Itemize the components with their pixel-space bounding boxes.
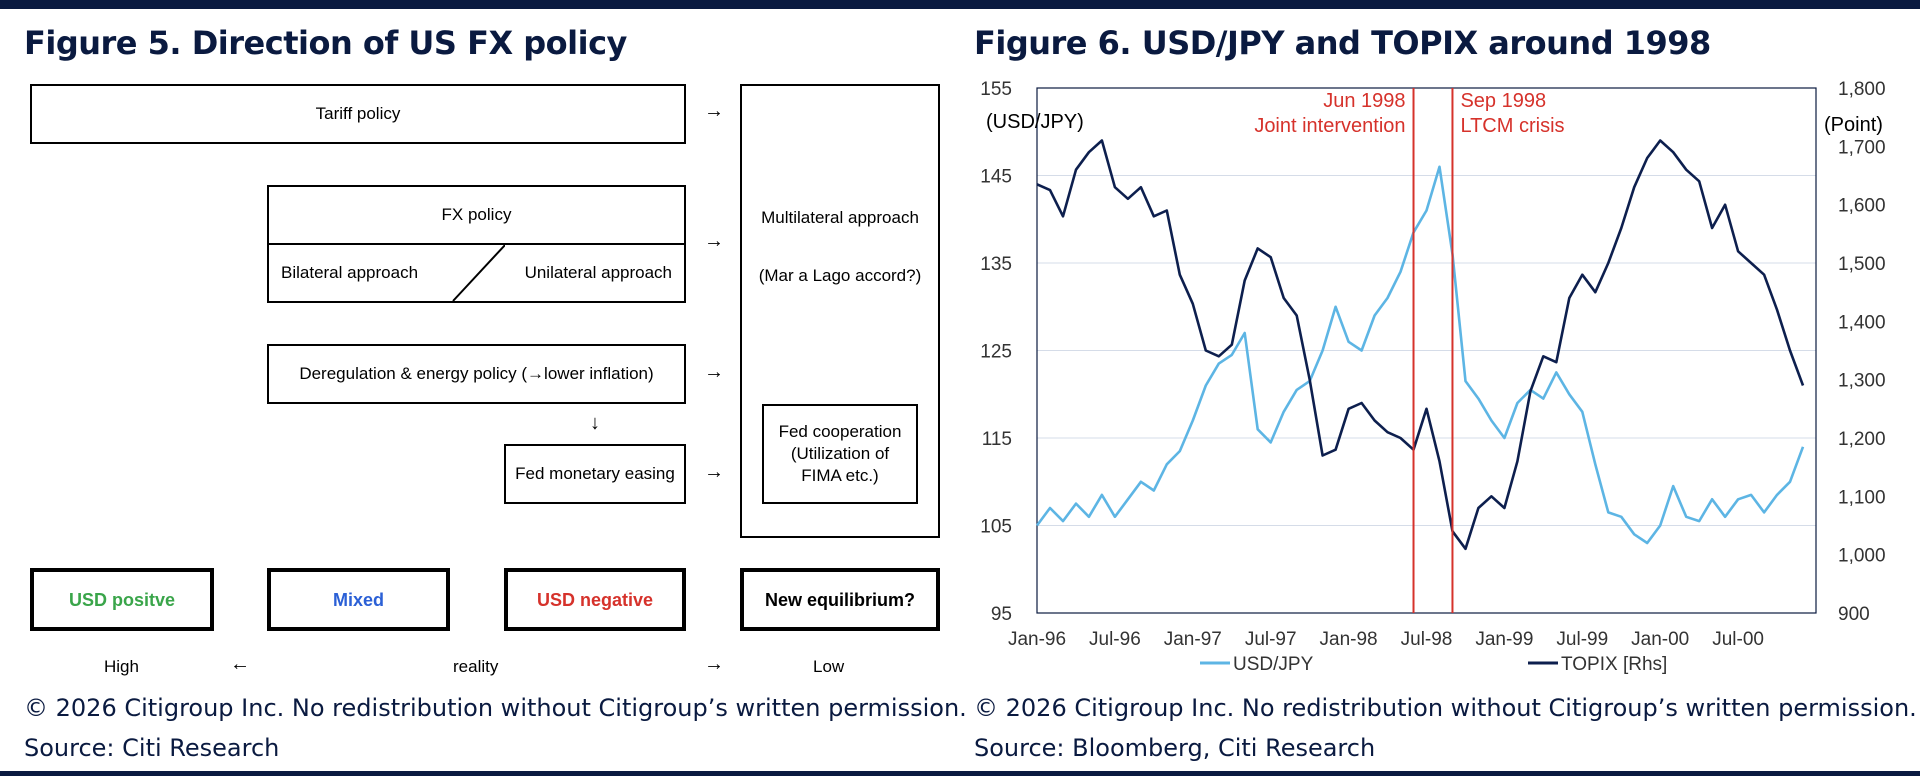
legend-usdjpy-label: USD/JPY xyxy=(1233,654,1314,675)
fx-policy-label: FX policy xyxy=(441,205,512,224)
y-left-tick-label: 145 xyxy=(980,167,1012,188)
x-tick-label: Jan-99 xyxy=(1475,629,1533,650)
x-tick-label: Jul-98 xyxy=(1401,629,1453,650)
usdjpy-line xyxy=(1035,165,1805,545)
y-right-tick-label: 1,200 xyxy=(1838,429,1886,450)
fed-easing-box: Fed monetary easing xyxy=(504,444,686,504)
multilateral-label: Multilateral approach xyxy=(761,208,919,227)
unilateral-approach-label: Unilateral approach xyxy=(524,263,672,282)
approach-divider xyxy=(452,244,505,302)
y-right-tick-label: 1,100 xyxy=(1838,487,1886,508)
arrow-right-icon: → xyxy=(704,461,724,483)
left-source: Source: Citi Research xyxy=(24,734,280,762)
event-label: Joint intervention xyxy=(1254,115,1405,137)
arrow-right-icon: → xyxy=(704,653,724,675)
y-left-tick-label: 135 xyxy=(980,254,1012,275)
arrow-left-icon: ← xyxy=(230,653,250,675)
right-source: Source: Bloomberg, Citi Research xyxy=(974,734,1376,762)
mixed-label: Mixed xyxy=(332,589,384,610)
usd-negative-box: USD negative xyxy=(504,568,686,631)
arrow-right-icon: → xyxy=(704,361,724,383)
event-label: Sep 1998 xyxy=(1460,90,1546,112)
y-right-axis-label: (Point) xyxy=(1824,114,1883,136)
y-left-tick-label: 115 xyxy=(982,429,1012,450)
plot-frame xyxy=(1036,87,1817,614)
figure-6-title: Figure 6. USD/JPY and TOPIX around 1998 xyxy=(974,24,1711,62)
arrow-right-icon: → xyxy=(704,100,724,122)
arrow-right-icon: → xyxy=(704,230,724,252)
x-tick-label: Jul-97 xyxy=(1245,629,1297,650)
y-right-tick-label: 900 xyxy=(1838,604,1870,625)
y-left-tick-label: 125 xyxy=(980,342,1012,363)
arrow-down-icon: ↓ xyxy=(590,412,600,434)
mixed-box: Mixed xyxy=(267,568,450,631)
y-right-tick-label: 1,000 xyxy=(1838,546,1886,567)
reality-label: reality xyxy=(453,657,499,676)
legend-topix-label: TOPIX [Rhs] xyxy=(1561,654,1667,675)
tariff-policy-label: Tariff policy xyxy=(315,104,401,123)
y-left-tick-label: 95 xyxy=(991,604,1012,625)
y-right-tick-label: 1,700 xyxy=(1838,137,1886,158)
x-tick-label: Jul-96 xyxy=(1089,629,1141,650)
x-tick-label: Jan-98 xyxy=(1320,629,1378,650)
x-tick-label: Jan-00 xyxy=(1631,629,1689,650)
top-rule xyxy=(0,0,1920,9)
fed-cooperation-box: Fed cooperation (Utilization of FIMA etc… xyxy=(762,404,918,504)
reality-high-label: High xyxy=(104,657,139,676)
fed-easing-label: Fed monetary easing xyxy=(515,464,675,483)
y-right-tick-label: 1,600 xyxy=(1838,196,1886,217)
usd-positive-box: USD positve xyxy=(30,568,214,631)
x-tick-label: Jan-96 xyxy=(1008,629,1066,650)
bilateral-approach-label: Bilateral approach xyxy=(281,263,419,282)
fx-approach-box: Bilateral approach Unilateral approach xyxy=(267,243,686,303)
left-copyright: © 2026 Citigroup Inc. No redistribution … xyxy=(24,694,967,722)
y-right-tick-label: 1,300 xyxy=(1838,371,1886,392)
usd-negative-label: USD negative xyxy=(536,589,654,610)
y-left-tick-label: 155 xyxy=(980,79,1012,100)
new-equilibrium-label: New equilibrium? xyxy=(764,589,915,610)
fx-policy-box: FX policy xyxy=(267,185,686,245)
new-equilibrium-box: New equilibrium? xyxy=(740,568,940,631)
y-right-tick-label: 1,500 xyxy=(1838,254,1886,275)
usd-positive-label: USD positve xyxy=(68,589,176,610)
event-label: Jun 1998 xyxy=(1323,90,1405,112)
event-label: LTCM crisis xyxy=(1460,115,1564,137)
y-right-tick-label: 1,800 xyxy=(1838,79,1886,100)
topix-line xyxy=(1036,139,1805,551)
figure-5-title: Figure 5. Direction of US FX policy xyxy=(24,24,627,62)
right-copyright: © 2026 Citigroup Inc. No redistribution … xyxy=(974,694,1917,722)
reality-low-label: Low xyxy=(813,657,845,676)
x-tick-label: Jan-97 xyxy=(1164,629,1222,650)
y-left-axis-label: (USD/JPY) xyxy=(986,111,1084,133)
deregulation-box: Deregulation & energy policy (→lower inf… xyxy=(267,344,686,404)
multilateral-box: Multilateral approach (Mar a Lago accord… xyxy=(740,84,940,538)
x-tick-label: Jul-99 xyxy=(1556,629,1608,650)
fed-cooperation-label: Fed cooperation (Utilization of FIMA etc… xyxy=(778,422,902,485)
bottom-rule xyxy=(0,771,1920,776)
y-left-tick-label: 105 xyxy=(980,517,1012,538)
y-right-tick-label: 1,400 xyxy=(1838,312,1886,333)
tariff-policy-box: Tariff policy xyxy=(30,84,686,144)
x-tick-label: Jul-00 xyxy=(1712,629,1764,650)
mar-a-lago-label: (Mar a Lago accord?) xyxy=(758,266,922,285)
deregulation-label: Deregulation & energy policy (→lower inf… xyxy=(299,364,654,383)
